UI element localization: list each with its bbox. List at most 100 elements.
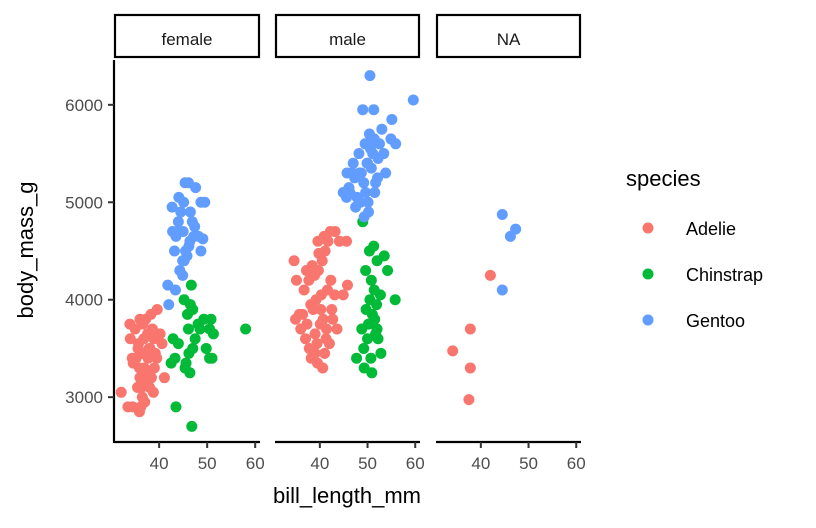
point-adelie [158, 372, 170, 384]
point-gentoo [166, 201, 178, 213]
point-gentoo [169, 245, 181, 257]
point-gentoo [365, 162, 377, 174]
point-gentoo [195, 245, 207, 257]
point-adelie [147, 386, 159, 398]
point-adelie [124, 333, 136, 345]
point-chinstrap [185, 279, 197, 291]
point-gentoo [178, 255, 190, 267]
legend-label: Adelie [686, 219, 736, 239]
point-gentoo [172, 216, 184, 228]
point-gentoo [385, 133, 397, 145]
facet-strip-na [435, 13, 582, 59]
point-adelie [464, 362, 476, 374]
point-chinstrap [362, 333, 374, 345]
point-gentoo [364, 70, 376, 82]
point-adelie [300, 264, 312, 276]
point-adelie [145, 372, 157, 384]
x-tick-label: 50 [198, 454, 217, 473]
x-tick-label: 60 [567, 454, 586, 473]
point-chinstrap [205, 313, 217, 325]
point-adelie [137, 318, 149, 330]
point-adelie [293, 308, 305, 320]
point-adelie [115, 386, 127, 398]
point-adelie [321, 323, 333, 335]
point-gentoo [186, 216, 198, 228]
point-chinstrap [351, 352, 363, 364]
legend: species Adelie Chinstrap Gentoo [626, 166, 763, 331]
point-chinstrap [358, 342, 370, 354]
y-tick-label: 5000 [65, 193, 103, 212]
y-tick-label: 3000 [65, 388, 103, 407]
x-tick-label: 50 [519, 454, 538, 473]
point-chinstrap [187, 303, 199, 315]
point-adelie [135, 381, 147, 393]
point-adelie [132, 342, 144, 354]
point-adelie [309, 347, 321, 359]
point-adelie [317, 362, 329, 374]
point-gentoo [369, 187, 381, 199]
point-gentoo [376, 123, 388, 135]
point-chinstrap [207, 328, 219, 340]
point-gentoo [496, 208, 508, 220]
point-adelie [126, 352, 138, 364]
point-gentoo [357, 104, 369, 116]
point-gentoo [190, 182, 202, 194]
point-chinstrap [356, 323, 368, 335]
point-chinstrap [180, 357, 192, 369]
point-gentoo [360, 187, 372, 199]
x-tick-label: 40 [310, 454, 329, 473]
point-gentoo [171, 226, 183, 238]
point-chinstrap [378, 250, 390, 262]
point-adelie [342, 279, 353, 291]
point-chinstrap [368, 284, 380, 296]
point-gentoo [175, 206, 187, 218]
point-gentoo [173, 191, 185, 203]
x-tick-label: 40 [471, 454, 490, 473]
legend-label: Gentoo [686, 311, 745, 331]
point-adelie [484, 269, 496, 281]
point-gentoo [199, 196, 211, 208]
x-axis-title: bill_length_mm [273, 483, 421, 508]
point-chinstrap [368, 240, 380, 252]
point-adelie [337, 289, 349, 301]
point-adelie [325, 274, 337, 286]
point-adelie [315, 303, 327, 315]
point-adelie [319, 347, 331, 359]
point-chinstrap [189, 333, 201, 345]
point-gentoo [177, 269, 189, 281]
facet-label: male [329, 30, 366, 49]
point-adelie [300, 333, 312, 345]
point-adelie [309, 328, 321, 340]
point-gentoo [341, 167, 353, 179]
x-tick-label: 60 [406, 454, 425, 473]
x-tick-label: 60 [246, 454, 265, 473]
point-chinstrap [360, 264, 372, 276]
legend-key-chinstrap [642, 268, 654, 280]
y-tick-label: 6000 [65, 96, 103, 115]
point-adelie [305, 299, 317, 311]
point-chinstrap [187, 342, 199, 354]
point-adelie [298, 284, 310, 296]
y-tick-label: 4000 [65, 291, 103, 310]
point-gentoo [169, 284, 181, 296]
point-gentoo [368, 104, 380, 116]
point-chinstrap [192, 318, 204, 330]
point-chinstrap [366, 367, 378, 379]
point-adelie [148, 333, 160, 345]
point-chinstrap [178, 294, 190, 306]
facet-label: NA [497, 30, 521, 49]
point-chinstrap [375, 347, 387, 359]
point-gentoo [362, 206, 374, 218]
point-adelie [311, 338, 323, 350]
point-gentoo [364, 143, 376, 155]
point-adelie [313, 247, 325, 259]
point-gentoo [355, 167, 367, 179]
point-chinstrap [365, 274, 377, 286]
point-gentoo [378, 148, 390, 160]
point-gentoo [197, 233, 209, 245]
point-adelie [149, 347, 161, 359]
point-adelie [341, 235, 353, 247]
point-gentoo [386, 113, 398, 125]
point-adelie [288, 255, 300, 267]
